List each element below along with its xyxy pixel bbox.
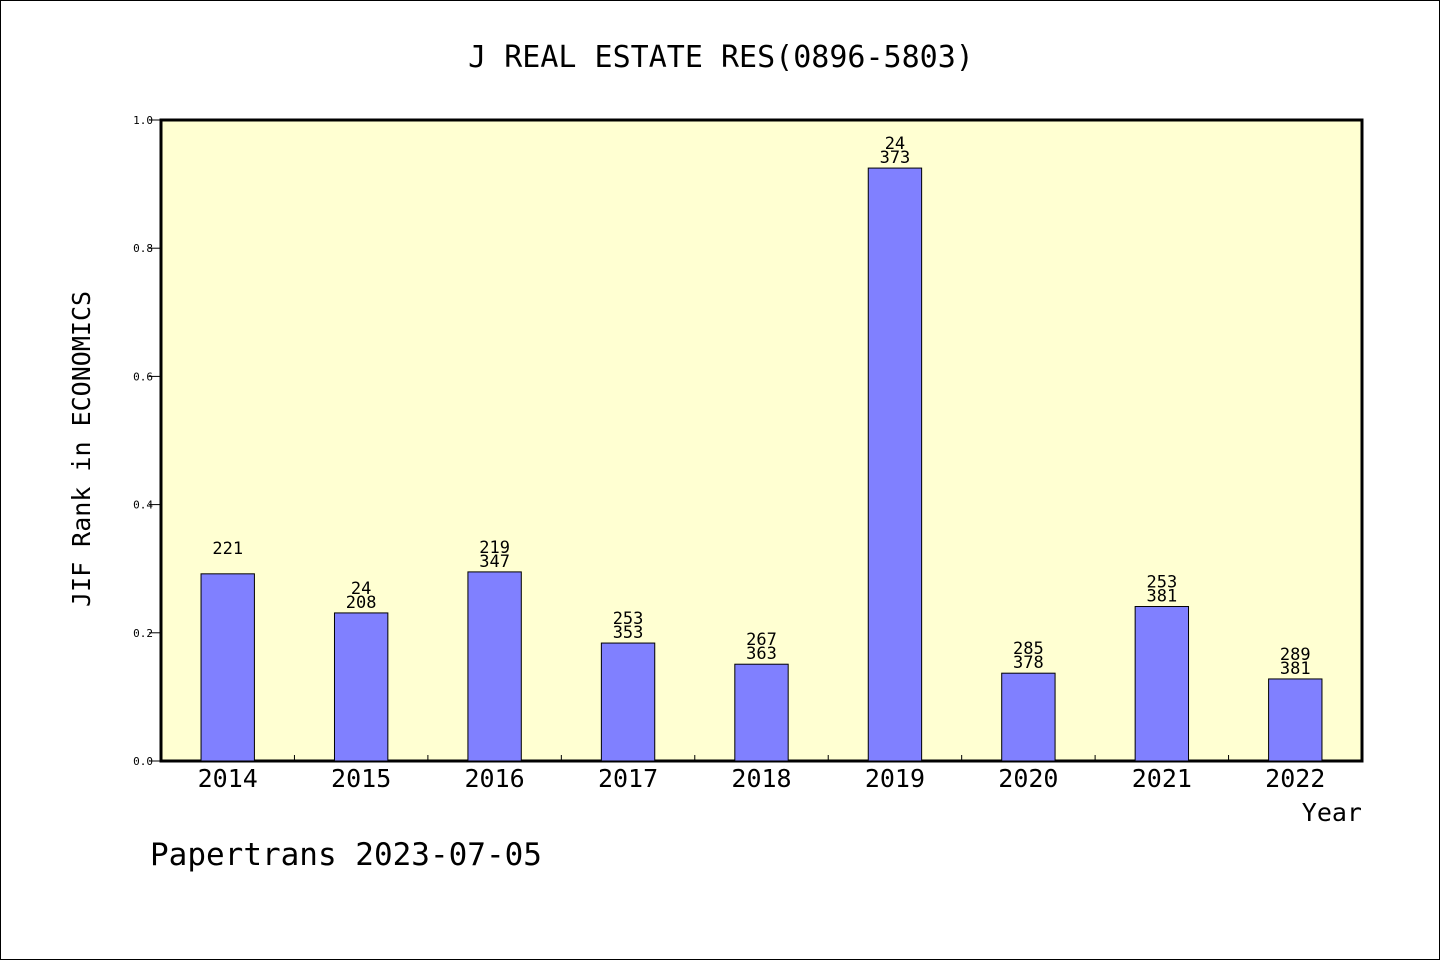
y-axis-label: JIF Rank in ECONOMICS bbox=[67, 291, 96, 607]
bar-2022 bbox=[1268, 678, 1323, 762]
x-axis: 2014 2015 2016 2017 2018 2019 2020 2021 2022 bbox=[198, 755, 1325, 793]
bar-label-2018-1: 267 bbox=[746, 630, 777, 650]
bar-label-2015-2: 208 bbox=[346, 593, 377, 613]
bar-label-2016-1: 219 bbox=[479, 538, 510, 558]
y-tick-label: 0.6 bbox=[133, 370, 153, 383]
bar-label-2020-1: 285 bbox=[1013, 639, 1044, 659]
y-tick-label: 0.0 bbox=[133, 755, 153, 768]
y-tick-label: 0.8 bbox=[133, 242, 153, 255]
x-axis-label: Year bbox=[1302, 798, 1362, 827]
bar-label-2017-1: 253 bbox=[613, 609, 644, 629]
bar-2019 bbox=[867, 167, 923, 762]
x-tick-label-2022: 2022 bbox=[1265, 764, 1325, 793]
bar-label-2019-2: 373 bbox=[880, 148, 911, 168]
footer-watermark: Papertrans 2023-07-05 bbox=[150, 837, 542, 873]
x-tick-label-2015: 2015 bbox=[331, 764, 391, 793]
bar-label-2021-2: 381 bbox=[1146, 587, 1177, 607]
bar-label-2016-2: 347 bbox=[479, 552, 510, 572]
y-tick-label: 0.4 bbox=[133, 499, 153, 512]
bar-2018 bbox=[734, 663, 789, 762]
bar-label-2022-2: 381 bbox=[1280, 659, 1311, 679]
y-axis: 0.0 0.2 0.4 0.6 0.8 1.0 bbox=[133, 114, 161, 768]
bar-label-2022-1: 289 bbox=[1280, 645, 1311, 665]
x-tick-label-2019: 2019 bbox=[865, 764, 925, 793]
bar-label-2018-2: 363 bbox=[746, 644, 777, 664]
bar-label-2020-2: 378 bbox=[1013, 653, 1044, 673]
bar-2020 bbox=[1001, 672, 1056, 762]
x-tick-label-2020: 2020 bbox=[998, 764, 1058, 793]
bar-label-2021-1: 253 bbox=[1146, 573, 1177, 593]
x-tick-label-2018: 2018 bbox=[731, 764, 791, 793]
bar-label-2017-2: 353 bbox=[613, 623, 644, 643]
bar-label-2019-1: 24 bbox=[885, 134, 905, 154]
x-tick-label-2016: 2016 bbox=[465, 764, 525, 793]
x-tick-label-2014: 2014 bbox=[198, 764, 258, 793]
bar-2015 bbox=[333, 612, 389, 762]
chart-title: J REAL ESTATE RES(0896-5803) bbox=[468, 40, 974, 75]
bar-2021 bbox=[1134, 606, 1190, 762]
y-tick-label: 0.2 bbox=[133, 627, 153, 640]
bar-label-2015-1: 24 bbox=[351, 579, 371, 599]
x-tick-label-2017: 2017 bbox=[598, 764, 658, 793]
y-tick-label: 1.0 bbox=[133, 114, 153, 127]
bars-layer bbox=[200, 167, 1323, 762]
bar-2016 bbox=[467, 571, 522, 762]
x-tick-label-2021: 2021 bbox=[1132, 764, 1192, 793]
bar-2014 bbox=[200, 573, 255, 762]
bar-2017 bbox=[600, 642, 656, 762]
bar-label-2014-1: 221 bbox=[212, 539, 243, 559]
